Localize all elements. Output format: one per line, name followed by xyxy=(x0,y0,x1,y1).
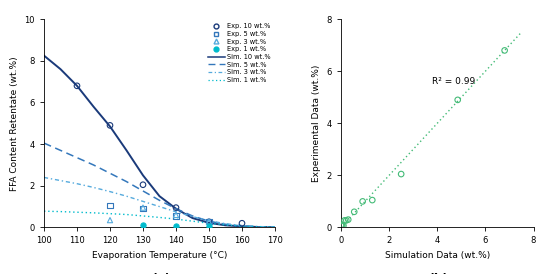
Point xyxy=(338,223,346,227)
Point xyxy=(106,203,114,208)
Point xyxy=(106,218,114,222)
Point xyxy=(172,214,180,218)
X-axis label: Evaporation Temperature (°C): Evaporation Temperature (°C) xyxy=(92,251,227,260)
Point xyxy=(205,224,213,228)
Point xyxy=(337,223,345,227)
Point xyxy=(139,223,147,227)
Point xyxy=(344,218,353,222)
Legend: Exp. 10 wt.%, Exp. 5 wt.%, Exp. 3 wt.%, Exp. 1 wt.%, Sim. 10 wt.%, Sim. 5 wt.%, : Exp. 10 wt.%, Exp. 5 wt.%, Exp. 3 wt.%, … xyxy=(207,22,272,84)
Point xyxy=(500,48,509,53)
Point xyxy=(368,198,377,202)
Point xyxy=(339,223,348,228)
Y-axis label: Experimental Data (wt.%): Experimental Data (wt.%) xyxy=(312,65,321,182)
Point xyxy=(205,219,213,224)
Point xyxy=(337,222,346,227)
Point xyxy=(172,213,180,217)
Text: (b): (b) xyxy=(427,273,448,274)
Point xyxy=(205,219,213,224)
Point xyxy=(340,218,349,222)
Point xyxy=(139,206,147,210)
Point xyxy=(139,182,147,187)
Point xyxy=(238,221,246,226)
Point xyxy=(172,224,180,228)
Point xyxy=(139,207,147,211)
Point xyxy=(350,210,359,214)
X-axis label: Simulation Data (wt.%): Simulation Data (wt.%) xyxy=(384,251,490,260)
Text: R² = 0.99: R² = 0.99 xyxy=(432,77,476,86)
Point xyxy=(342,218,351,222)
Text: (a): (a) xyxy=(150,273,169,274)
Point xyxy=(397,172,405,176)
Point xyxy=(453,98,462,102)
Y-axis label: FFA Content Retentate (wt.%): FFA Content Retentate (wt.%) xyxy=(10,56,19,191)
Point xyxy=(358,199,367,204)
Point xyxy=(73,84,81,88)
Point xyxy=(172,206,180,210)
Point xyxy=(205,219,213,223)
Point xyxy=(106,123,114,128)
